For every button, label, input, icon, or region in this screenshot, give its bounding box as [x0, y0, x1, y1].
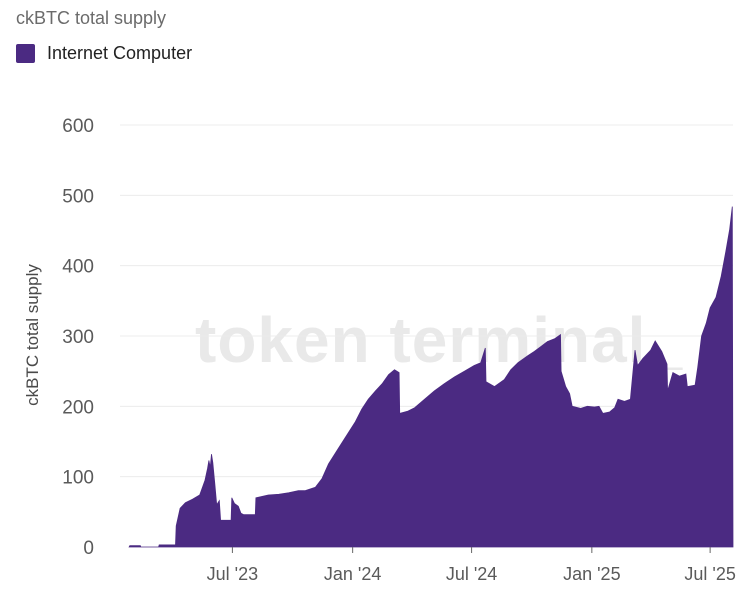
- series-area-internet-computer: [128, 206, 734, 548]
- x-tick-label: Jul '25: [684, 564, 735, 584]
- y-tick-label: 600: [62, 116, 94, 137]
- y-tick-label: 200: [62, 397, 94, 418]
- legend: Internet Computer: [16, 43, 192, 64]
- x-tick-label: Jan '25: [563, 564, 620, 584]
- y-tick-label: 300: [62, 327, 94, 348]
- legend-label: Internet Computer: [47, 43, 193, 63]
- x-tick-label: Jul '24: [446, 564, 497, 584]
- y-tick-label: 400: [62, 257, 94, 278]
- y-tick-label: 0: [83, 538, 94, 559]
- chart-title: ckBTC total supply: [16, 8, 167, 28]
- legend-swatch: [16, 44, 35, 63]
- watermark-logo: token terminal_: [195, 304, 684, 376]
- y-tick-label: 500: [62, 186, 94, 207]
- x-tick-label: Jul '23: [207, 564, 258, 584]
- x-tick-label: Jan '24: [324, 564, 381, 584]
- y-tick-label: 100: [62, 468, 94, 489]
